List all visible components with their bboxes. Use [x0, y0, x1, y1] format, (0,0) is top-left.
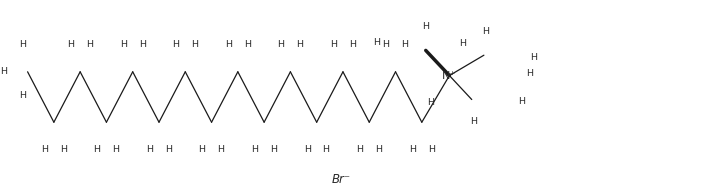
Text: H: H — [20, 91, 26, 100]
Text: H: H — [244, 41, 250, 49]
Text: H: H — [459, 39, 466, 48]
Text: H: H — [139, 41, 146, 49]
Text: H: H — [251, 145, 258, 153]
Text: H: H — [322, 145, 330, 153]
Text: H: H — [349, 41, 356, 49]
Text: H: H — [330, 41, 337, 49]
Text: H: H — [356, 145, 363, 153]
Text: H: H — [172, 41, 179, 49]
Text: H: H — [423, 23, 429, 31]
Text: H: H — [427, 98, 434, 107]
Text: N⁺: N⁺ — [442, 71, 457, 81]
Text: H: H — [120, 41, 127, 49]
Text: H: H — [470, 117, 478, 126]
Text: H: H — [303, 145, 311, 153]
Text: H: H — [270, 145, 277, 153]
Text: H: H — [41, 145, 48, 153]
Text: H: H — [165, 145, 172, 153]
Text: H: H — [383, 41, 390, 49]
Text: H: H — [191, 41, 198, 49]
Text: H: H — [409, 145, 416, 153]
Text: H: H — [0, 67, 7, 76]
Text: H: H — [518, 97, 525, 106]
Text: H: H — [530, 53, 537, 62]
Text: H: H — [375, 145, 382, 153]
Text: H: H — [483, 27, 489, 36]
Text: H: H — [20, 41, 26, 49]
Text: H: H — [94, 145, 100, 153]
Text: H: H — [146, 145, 153, 153]
Text: H: H — [526, 68, 533, 78]
Text: H: H — [277, 41, 285, 49]
Text: H: H — [401, 41, 409, 49]
Text: H: H — [428, 145, 435, 153]
Text: H: H — [225, 41, 232, 49]
Text: H: H — [60, 145, 67, 153]
Text: H: H — [199, 145, 205, 153]
Text: H: H — [373, 38, 380, 47]
Text: Br⁻: Br⁻ — [332, 173, 351, 186]
Text: H: H — [68, 41, 74, 49]
Text: H: H — [113, 145, 119, 153]
Text: H: H — [86, 41, 93, 49]
Text: H: H — [218, 145, 224, 153]
Text: H: H — [296, 41, 303, 49]
